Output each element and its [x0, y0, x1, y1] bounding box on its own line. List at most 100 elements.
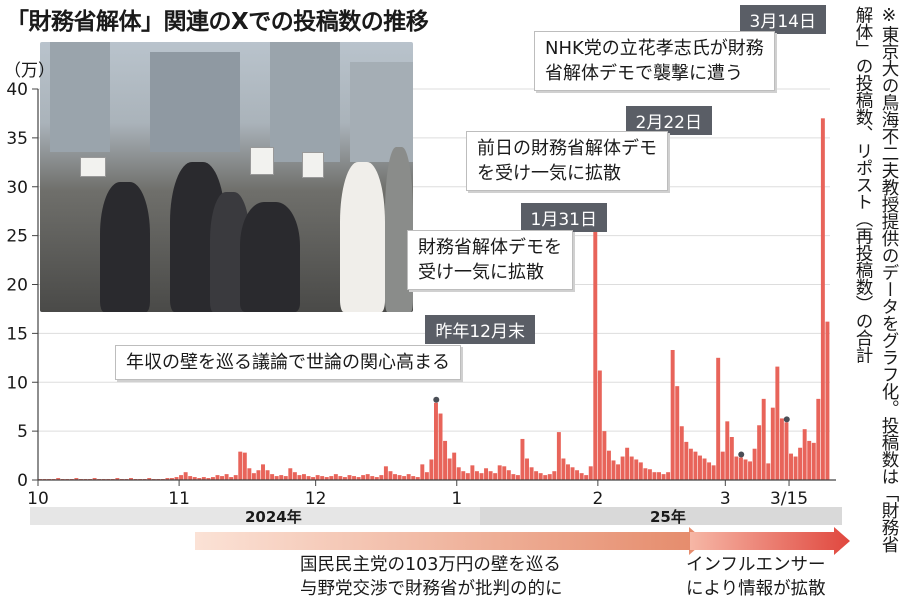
data-bar: [174, 477, 179, 480]
data-bar: [206, 478, 211, 480]
callout-feb22: 2月22日 前日の財務省解体デモ を受け一気に拡散: [466, 106, 712, 196]
data-bar: [434, 402, 438, 480]
data-bar: [74, 478, 79, 480]
callout-feb22-text: 前日の財務省解体デモ を受け一気に拡散: [466, 131, 668, 191]
peak-marker: [738, 451, 745, 458]
data-bar: [497, 465, 502, 480]
data-bar: [329, 476, 334, 480]
data-bar: [761, 398, 766, 480]
period-arrow-right: [690, 527, 850, 555]
demonstration-photo: [40, 42, 413, 312]
data-bar: [493, 473, 498, 480]
data-bar: [229, 477, 234, 480]
data-bar: [752, 448, 757, 480]
data-bar: [324, 477, 329, 480]
data-bar: [183, 472, 188, 480]
data-bar: [247, 468, 252, 480]
data-bar: [320, 476, 325, 480]
data-bar: [283, 476, 288, 480]
data-bar: [566, 464, 570, 480]
data-bar: [356, 477, 361, 480]
data-bar: [738, 457, 743, 480]
data-bar: [579, 473, 584, 480]
data-bar: [657, 472, 661, 480]
data-bar: [484, 468, 489, 480]
data-bar: [261, 464, 265, 480]
data-bar: [593, 222, 598, 481]
data-bar: [616, 464, 621, 480]
data-bar: [543, 475, 548, 480]
callout-feb22-line-1: 前日の財務省解体デモ: [477, 138, 657, 159]
data-bar: [233, 475, 238, 480]
data-bar: [688, 448, 693, 480]
data-bar: [265, 470, 270, 480]
year-label-2025: 25年: [650, 508, 686, 526]
data-bar: [807, 440, 812, 480]
data-bar: [611, 460, 616, 480]
data-bar: [147, 478, 152, 480]
y-tick-label: 30: [6, 178, 28, 198]
data-bar: [638, 462, 643, 480]
data-bar: [647, 469, 652, 480]
callout-jan31: 1月31日 財務省解体デモを 受け一気に拡散: [407, 203, 607, 298]
data-bar: [420, 464, 425, 480]
data-bar: [798, 447, 803, 480]
arrow-left-line-1: 国民民主党の103万円の壁を巡る: [300, 555, 561, 575]
data-bar: [224, 474, 229, 480]
data-bar: [165, 478, 170, 480]
data-bar: [707, 462, 712, 480]
data-bar: [374, 477, 379, 480]
data-bar: [242, 452, 247, 480]
data-bar: [429, 459, 434, 480]
callout-jan31-text: 財務省解体デモを 受け一気に拡散: [407, 230, 573, 290]
data-bar: [302, 474, 306, 480]
data-bar: [352, 476, 357, 480]
callout-dec-line-1: 年収の壁を巡る議論で世論の関心高まる: [126, 352, 450, 373]
year-bar: [30, 507, 842, 525]
data-bar: [370, 476, 375, 480]
data-bar: [192, 477, 197, 480]
data-bar: [315, 475, 320, 480]
data-bar: [779, 418, 784, 480]
data-bar: [789, 453, 793, 480]
callout-mar14-text: NHK党の立花孝志氏が財務 省解体デモで襲撃に遭う: [534, 31, 775, 91]
data-bar: [311, 477, 316, 480]
data-bar: [338, 476, 343, 480]
data-bar: [698, 455, 702, 480]
y-tick-label: 15: [6, 324, 28, 344]
data-bar: [620, 456, 625, 480]
peak-marker: [783, 416, 790, 423]
data-bar: [274, 476, 279, 480]
data-bar: [479, 473, 484, 480]
data-bar: [443, 440, 448, 480]
data-bar: [634, 459, 639, 480]
data-bar: [92, 478, 97, 480]
callout-dec: 昨年12月末 年収の壁を巡る議論で世論の関心高まる: [115, 315, 535, 381]
arrow-right-line-1: インフルエンサー: [686, 555, 826, 575]
data-bar: [552, 471, 557, 480]
data-bar: [625, 447, 630, 480]
data-bar: [461, 471, 466, 480]
data-bar: [197, 478, 202, 480]
data-bar: [515, 475, 520, 480]
x-tick-label: 11: [168, 489, 190, 509]
data-bar: [201, 477, 206, 480]
data-bar: [670, 349, 675, 480]
data-bar: [602, 431, 607, 481]
data-bar: [279, 475, 284, 480]
data-bar: [210, 477, 215, 480]
data-bar: [502, 466, 507, 480]
data-bar: [342, 477, 347, 480]
data-bar: [415, 477, 420, 480]
arrow-right-text: インフルエンサー により情報が拡散: [686, 553, 826, 601]
y-tick-label: 0: [17, 471, 28, 491]
callout-jan31-line-1: 財務省解体デモを: [418, 237, 562, 258]
data-bar: [297, 475, 302, 480]
data-bar: [402, 476, 407, 480]
data-bar: [470, 465, 475, 480]
x-tick-label: 2: [592, 489, 603, 509]
data-bar: [711, 465, 716, 480]
data-bar: [525, 458, 529, 480]
callout-mar14: 3月14日 NHK党の立花孝志氏が財務 省解体デモで襲撃に遭う: [534, 5, 826, 93]
callout-jan31-line-2: 受け一気に拡散: [418, 262, 544, 283]
